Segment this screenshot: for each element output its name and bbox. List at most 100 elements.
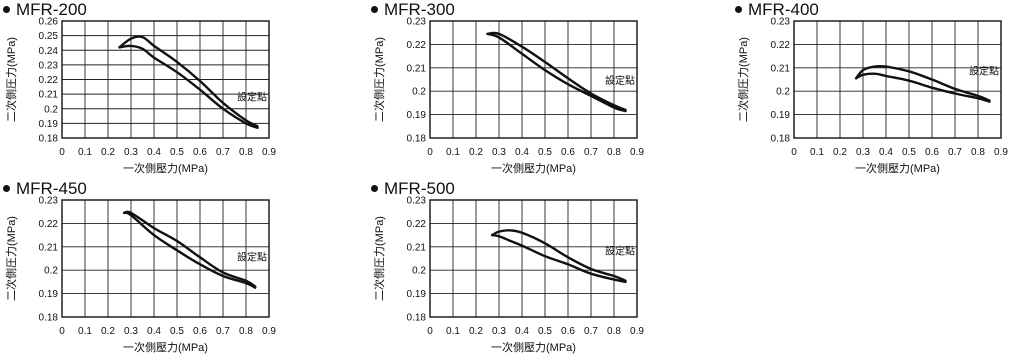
y-axis-label: 二次側圧力(MPa) — [372, 37, 386, 122]
y-tick-label: 0.21 — [407, 242, 427, 253]
chart-panel-mfr-400: MFR-400 0.18 0.19 0.2 0.21 0.22 0.23 0 0.1 0.2 0.… — [732, 0, 1014, 178]
y-tick-label: 0.22 — [771, 40, 791, 51]
series-line — [118, 44, 259, 129]
y-tick-label: 0.21 — [39, 242, 59, 253]
x-tick-label: 0.4 — [515, 147, 529, 158]
y-tick-label: 0.22 — [39, 75, 59, 86]
x-tick-label: 0.1 — [446, 326, 460, 337]
x-tick-label: 0 — [59, 326, 65, 337]
line-chart-mfr-450: 0.18 0.19 0.2 0.21 0.22 0.23 0 0.1 0.2 0.3 0.4 0.5 0… — [4, 196, 276, 355]
y-axis-label: 二次側圧力(MPa) — [4, 37, 18, 122]
x-axis-label: 一次側壓力(MPa) — [123, 161, 208, 175]
chart-title-text: MFR-400 — [748, 0, 819, 19]
x-tick-label: 0.4 — [147, 147, 161, 158]
y-tick-label: 0.23 — [39, 196, 59, 207]
x-axis-label: 一次側壓力(MPa) — [123, 340, 208, 354]
chart-title-text: MFR-300 — [384, 0, 455, 19]
y-tick-label: 0.18 — [771, 134, 791, 145]
y-tick-label: 0.21 — [39, 90, 59, 101]
series-line — [490, 229, 627, 282]
x-tick-label: 0 — [427, 326, 433, 337]
x-tick-label: 0.2 — [469, 147, 483, 158]
chart-title: MFR-400 — [732, 0, 819, 20]
x-tick-label: 0.6 — [561, 326, 575, 337]
y-tick-label: 0.18 — [407, 134, 427, 145]
series-line — [122, 211, 257, 289]
x-tick-label: 0.3 — [492, 147, 506, 158]
x-tick-label: 0.1 — [78, 147, 92, 158]
x-axis-label: 一次側壓力(MPa) — [491, 340, 576, 354]
x-tick-label: 0.2 — [101, 326, 115, 337]
x-tick-label: 0 — [427, 147, 433, 158]
y-tick-label: 0.23 — [407, 17, 427, 28]
chart-title-text: MFR-450 — [16, 179, 87, 198]
y-tick-label: 0.25 — [39, 31, 59, 42]
chart-title-text: MFR-500 — [384, 179, 455, 198]
x-tick-label: 0.9 — [630, 326, 644, 337]
series-line — [490, 233, 627, 284]
y-tick-label: 0.18 — [407, 313, 427, 324]
series-line — [122, 210, 257, 288]
chart-panel-mfr-300: MFR-300 0.18 0.19 0.2 0.21 0.22 0.23 0 0.1 0.2 0.… — [368, 0, 668, 178]
y-tick-label: 0.23 — [407, 196, 427, 207]
x-tick-label: 0.2 — [833, 147, 847, 158]
line-chart-mfr-500: 0.18 0.19 0.2 0.21 0.22 0.23 0 0.1 0.2 0.3 0.4 0.5 0… — [372, 196, 644, 355]
bullet-icon — [371, 5, 378, 13]
series-line — [118, 35, 259, 128]
series-line — [854, 64, 991, 102]
y-axis-label: 二次側圧力(MPa) — [736, 37, 750, 122]
bullet-icon — [3, 184, 10, 192]
setpoint-annotation: 設定點 — [605, 245, 635, 258]
y-tick-label: 0.19 — [771, 110, 791, 121]
x-tick-label: 0.5 — [538, 326, 552, 337]
chart-title-text: MFR-200 — [16, 0, 87, 19]
y-tick-label: 0.21 — [771, 63, 791, 74]
x-tick-label: 0.8 — [239, 147, 253, 158]
x-tick-label: 0.4 — [147, 326, 161, 337]
y-tick-label: 0.2 — [44, 266, 58, 277]
x-tick-label: 0.1 — [78, 326, 92, 337]
setpoint-annotation: 設定點 — [605, 74, 635, 87]
x-tick-label: 0.1 — [446, 147, 460, 158]
x-tick-label: 0.8 — [607, 147, 621, 158]
y-tick-label: 0.23 — [39, 60, 59, 71]
y-tick-label: 0.22 — [407, 219, 427, 230]
y-tick-label: 0.2 — [776, 87, 790, 98]
x-tick-label: 0.5 — [170, 326, 184, 337]
x-tick-label: 0.6 — [193, 326, 207, 337]
bullet-icon — [371, 184, 378, 192]
bullet-icon — [735, 5, 742, 13]
y-tick-label: 0.19 — [407, 289, 427, 300]
y-tick-label: 0.18 — [39, 134, 59, 145]
x-tick-label: 0.9 — [262, 147, 276, 158]
chart-title: MFR-500 — [368, 179, 455, 199]
line-chart-mfr-300: 0.18 0.19 0.2 0.21 0.22 0.23 0 0.1 0.2 0.3 0.4 0.5 0… — [372, 17, 644, 176]
plot-area-frame — [61, 20, 270, 139]
y-tick-label: 0.19 — [39, 289, 59, 300]
x-tick-label: 0.7 — [584, 326, 598, 337]
y-tick-label: 0.2 — [412, 87, 426, 98]
setpoint-annotation: 設定點 — [969, 65, 999, 78]
y-tick-label: 0.19 — [39, 119, 59, 130]
y-tick-label: 0.23 — [771, 17, 791, 28]
x-tick-label: 0 — [59, 147, 65, 158]
y-tick-label: 0.19 — [407, 110, 427, 121]
x-tick-label: 0.6 — [193, 147, 207, 158]
x-tick-label: 0.3 — [124, 147, 138, 158]
x-tick-label: 0.8 — [239, 326, 253, 337]
y-tick-label: 0.22 — [407, 40, 427, 51]
x-tick-label: 0.7 — [216, 147, 230, 158]
x-tick-label: 0.7 — [948, 147, 962, 158]
x-tick-label: 0.7 — [584, 147, 598, 158]
x-tick-label: 0 — [791, 147, 797, 158]
x-tick-label: 0.9 — [630, 147, 644, 158]
setpoint-annotation: 設定點 — [237, 90, 267, 103]
x-tick-label: 0.9 — [994, 147, 1008, 158]
y-tick-label: 0.18 — [39, 313, 59, 324]
x-axis-label: 一次側壓力(MPa) — [491, 161, 576, 175]
x-tick-label: 0.8 — [607, 326, 621, 337]
plot-area-frame — [61, 199, 270, 318]
x-tick-label: 0.5 — [538, 147, 552, 158]
series-line — [854, 72, 991, 103]
x-tick-label: 0.2 — [469, 326, 483, 337]
